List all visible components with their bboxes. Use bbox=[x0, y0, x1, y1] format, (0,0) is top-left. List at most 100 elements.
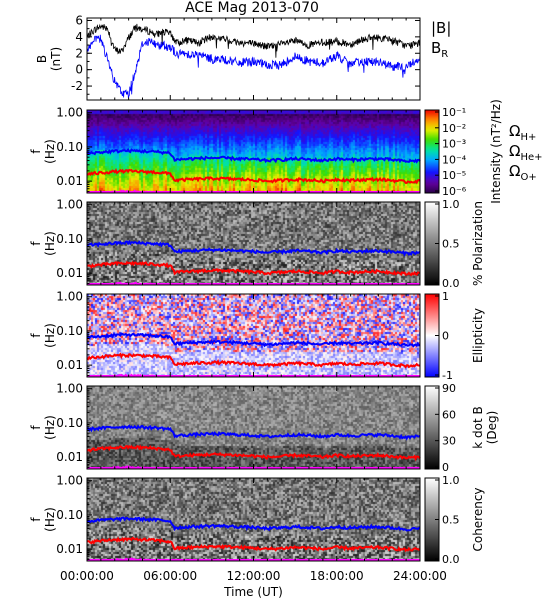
spectrogram-panel-polarization: 1.00 0.10 0.01 f (Hz) 1.0 0.5 0.0 % Polarization bbox=[29, 198, 485, 290]
y-tick-label: 2 bbox=[75, 46, 83, 60]
y-axis-label: f bbox=[29, 241, 43, 246]
y-tick-label: 0.01 bbox=[56, 450, 83, 464]
colorbar: 90 60 30 0 k dot B (Deg) bbox=[424, 382, 499, 474]
y-tick-label: 6 bbox=[75, 13, 83, 27]
x-tick-label: 24:00:00 bbox=[393, 569, 447, 583]
x-axis-label: Time (UT) bbox=[223, 585, 283, 599]
colorbar-strip bbox=[424, 385, 440, 470]
colorbar: 1 0 -1 Ellipticity bbox=[424, 290, 485, 382]
legend-text: |B| bbox=[431, 19, 451, 37]
omega-he-line bbox=[86, 444, 421, 462]
colorbar-unit-label: (Deg) bbox=[485, 411, 499, 445]
omega-he-line bbox=[86, 536, 421, 553]
y-tick-label: 4 bbox=[75, 30, 83, 44]
b-field-panel: 6 4 2 0 -2 B (nT) |B| BR bbox=[35, 13, 451, 101]
y-tick-label: 1.00 bbox=[56, 474, 83, 488]
x-tick-label: 18:00:00 bbox=[310, 569, 364, 583]
colorbar-tick-label: -1 bbox=[442, 369, 453, 382]
colorbar-tick-label: 90 bbox=[442, 382, 456, 395]
colorbar-tick-label: 0.5 bbox=[442, 238, 460, 251]
x-tick-label: 06:00:00 bbox=[143, 569, 197, 583]
y-axis-unit-label: (Hz) bbox=[43, 415, 57, 440]
x-tick-label: 12:00:00 bbox=[227, 569, 281, 583]
y-tick-label: 0.01 bbox=[56, 542, 83, 556]
legend-subscript: O+ bbox=[520, 172, 536, 183]
y-tick-label: 0.10 bbox=[56, 140, 83, 154]
spectrogram-panel-coherency: 1.00 0.10 0.01 f (Hz) 1.0 0.5 0.0 Coherency bbox=[29, 474, 485, 566]
legend-entry-2: ΩO+ bbox=[509, 162, 537, 183]
y-tick-label: 1.00 bbox=[56, 290, 83, 304]
y-axis-unit-label: (Hz) bbox=[43, 139, 57, 164]
y-axis-unit-label: (nT) bbox=[49, 47, 63, 71]
y-axis-unit-label: (Hz) bbox=[43, 507, 57, 532]
legend-symbol: Ω bbox=[509, 142, 520, 160]
y-axis-label: f bbox=[29, 333, 43, 338]
y-tick-label: 1.00 bbox=[56, 198, 83, 212]
colorbar-tick-label: 0 bbox=[442, 330, 449, 343]
omega-h-line bbox=[86, 516, 421, 532]
spectrogram-panel-ellipticity: 1.00 0.10 0.01 f (Hz) 1 0 -1 Ellipticity bbox=[29, 290, 485, 382]
legend-entry-0: ΩH+ bbox=[509, 122, 536, 143]
legend-symbol: Ω bbox=[509, 122, 520, 140]
y-tick-label: 0.10 bbox=[56, 232, 83, 246]
colorbar-tick-label: 0 bbox=[442, 461, 449, 474]
colorbar-label: Intensity (nT²/Hz) bbox=[489, 99, 503, 204]
y-axis-label: f bbox=[29, 517, 43, 522]
omega-he-line bbox=[86, 260, 421, 277]
y-tick-label: 0.01 bbox=[56, 266, 83, 280]
y-axis-unit-label: (Hz) bbox=[43, 231, 57, 256]
colorbar-label: Coherency bbox=[471, 487, 485, 551]
spectrogram-panel-kdotb: 1.00 0.10 0.01 f (Hz) 90 60 30 0 k dot B (Deg) bbox=[29, 382, 499, 474]
colorbar-tick-label: 0.5 bbox=[442, 514, 460, 527]
omega-he-line bbox=[86, 168, 421, 185]
y-axis-label: B bbox=[35, 55, 49, 63]
y-tick-label: 0.10 bbox=[56, 508, 83, 522]
series-line-b-r bbox=[86, 34, 421, 99]
colorbar-tick-label: 10⁻¹ bbox=[442, 106, 466, 119]
colorbar: 1.0 0.5 0.0 % Polarization bbox=[424, 198, 485, 290]
x-tick-label: 00:00:00 bbox=[60, 569, 114, 583]
omega-h-line bbox=[86, 424, 421, 441]
colorbar-tick-label: 10⁻⁴ bbox=[442, 153, 467, 166]
y-tick-label: 1.00 bbox=[56, 106, 83, 120]
colorbar: 1.0 0.5 0.0 Coherency bbox=[424, 474, 485, 566]
y-tick-label: 0.10 bbox=[56, 324, 83, 338]
colorbar-label: Ellipticity bbox=[471, 308, 485, 363]
y-tick-label: 0.10 bbox=[56, 416, 83, 430]
omega-h-line bbox=[86, 147, 421, 164]
colorbar: 10⁻¹ 10⁻² 10⁻³ 10⁻⁴ 10⁻⁵ 10⁻⁶ Intensity (nT²/H… bbox=[424, 99, 503, 204]
legend-symbol: Ω bbox=[509, 162, 520, 180]
y-axis-label: f bbox=[29, 149, 43, 154]
colorbar-strip bbox=[424, 109, 440, 194]
colorbar-tick-label: 1 bbox=[442, 290, 449, 303]
time-axis: 00:00:00 06:00:00 12:00:00 18:00:00 24:00:00… bbox=[60, 569, 447, 599]
y-axis-label: f bbox=[29, 425, 43, 430]
y-tick-label: -2 bbox=[71, 79, 83, 93]
spectrogram-panel-intensity: 1.000.100.01f (Hz)10⁻¹10⁻²10⁻³10⁻⁴10⁻⁵10⁻… bbox=[29, 99, 543, 204]
colorbar-tick-label: 1.0 bbox=[442, 198, 460, 211]
omega-he-line bbox=[86, 352, 421, 369]
colorbar-tick-label: 0.0 bbox=[442, 277, 460, 290]
legend-subscript: H+ bbox=[520, 132, 536, 143]
colorbar-tick-label: 1.0 bbox=[442, 474, 460, 487]
y-tick-label: 0 bbox=[75, 63, 83, 77]
colorbar-tick-label: 10⁻² bbox=[442, 122, 466, 135]
colorbar-tick-label: 10⁻⁵ bbox=[442, 169, 466, 182]
legend-subscript: He+ bbox=[520, 152, 542, 163]
colorbar-tick-label: 10⁻⁶ bbox=[442, 185, 467, 198]
legend-entry-1: BR bbox=[431, 39, 448, 60]
y-tick-label: 0.01 bbox=[56, 358, 83, 372]
legend-entry-1: ΩHe+ bbox=[509, 142, 543, 163]
colorbar-tick-label: 60 bbox=[442, 408, 456, 421]
colorbar-tick-label: 0.0 bbox=[442, 553, 460, 566]
series-line-b-total bbox=[87, 23, 421, 58]
y-tick-label: 0.01 bbox=[56, 174, 83, 188]
colorbar-label: % Polarization bbox=[471, 201, 485, 286]
omega-h-line bbox=[86, 239, 421, 257]
colorbar-tick-label: 10⁻³ bbox=[442, 138, 466, 151]
colorbar-tick-label: 30 bbox=[442, 435, 456, 448]
legend-entry-0: |B| bbox=[431, 19, 451, 37]
y-axis-unit-label: (Hz) bbox=[43, 323, 57, 348]
omega-h-line bbox=[86, 332, 421, 348]
